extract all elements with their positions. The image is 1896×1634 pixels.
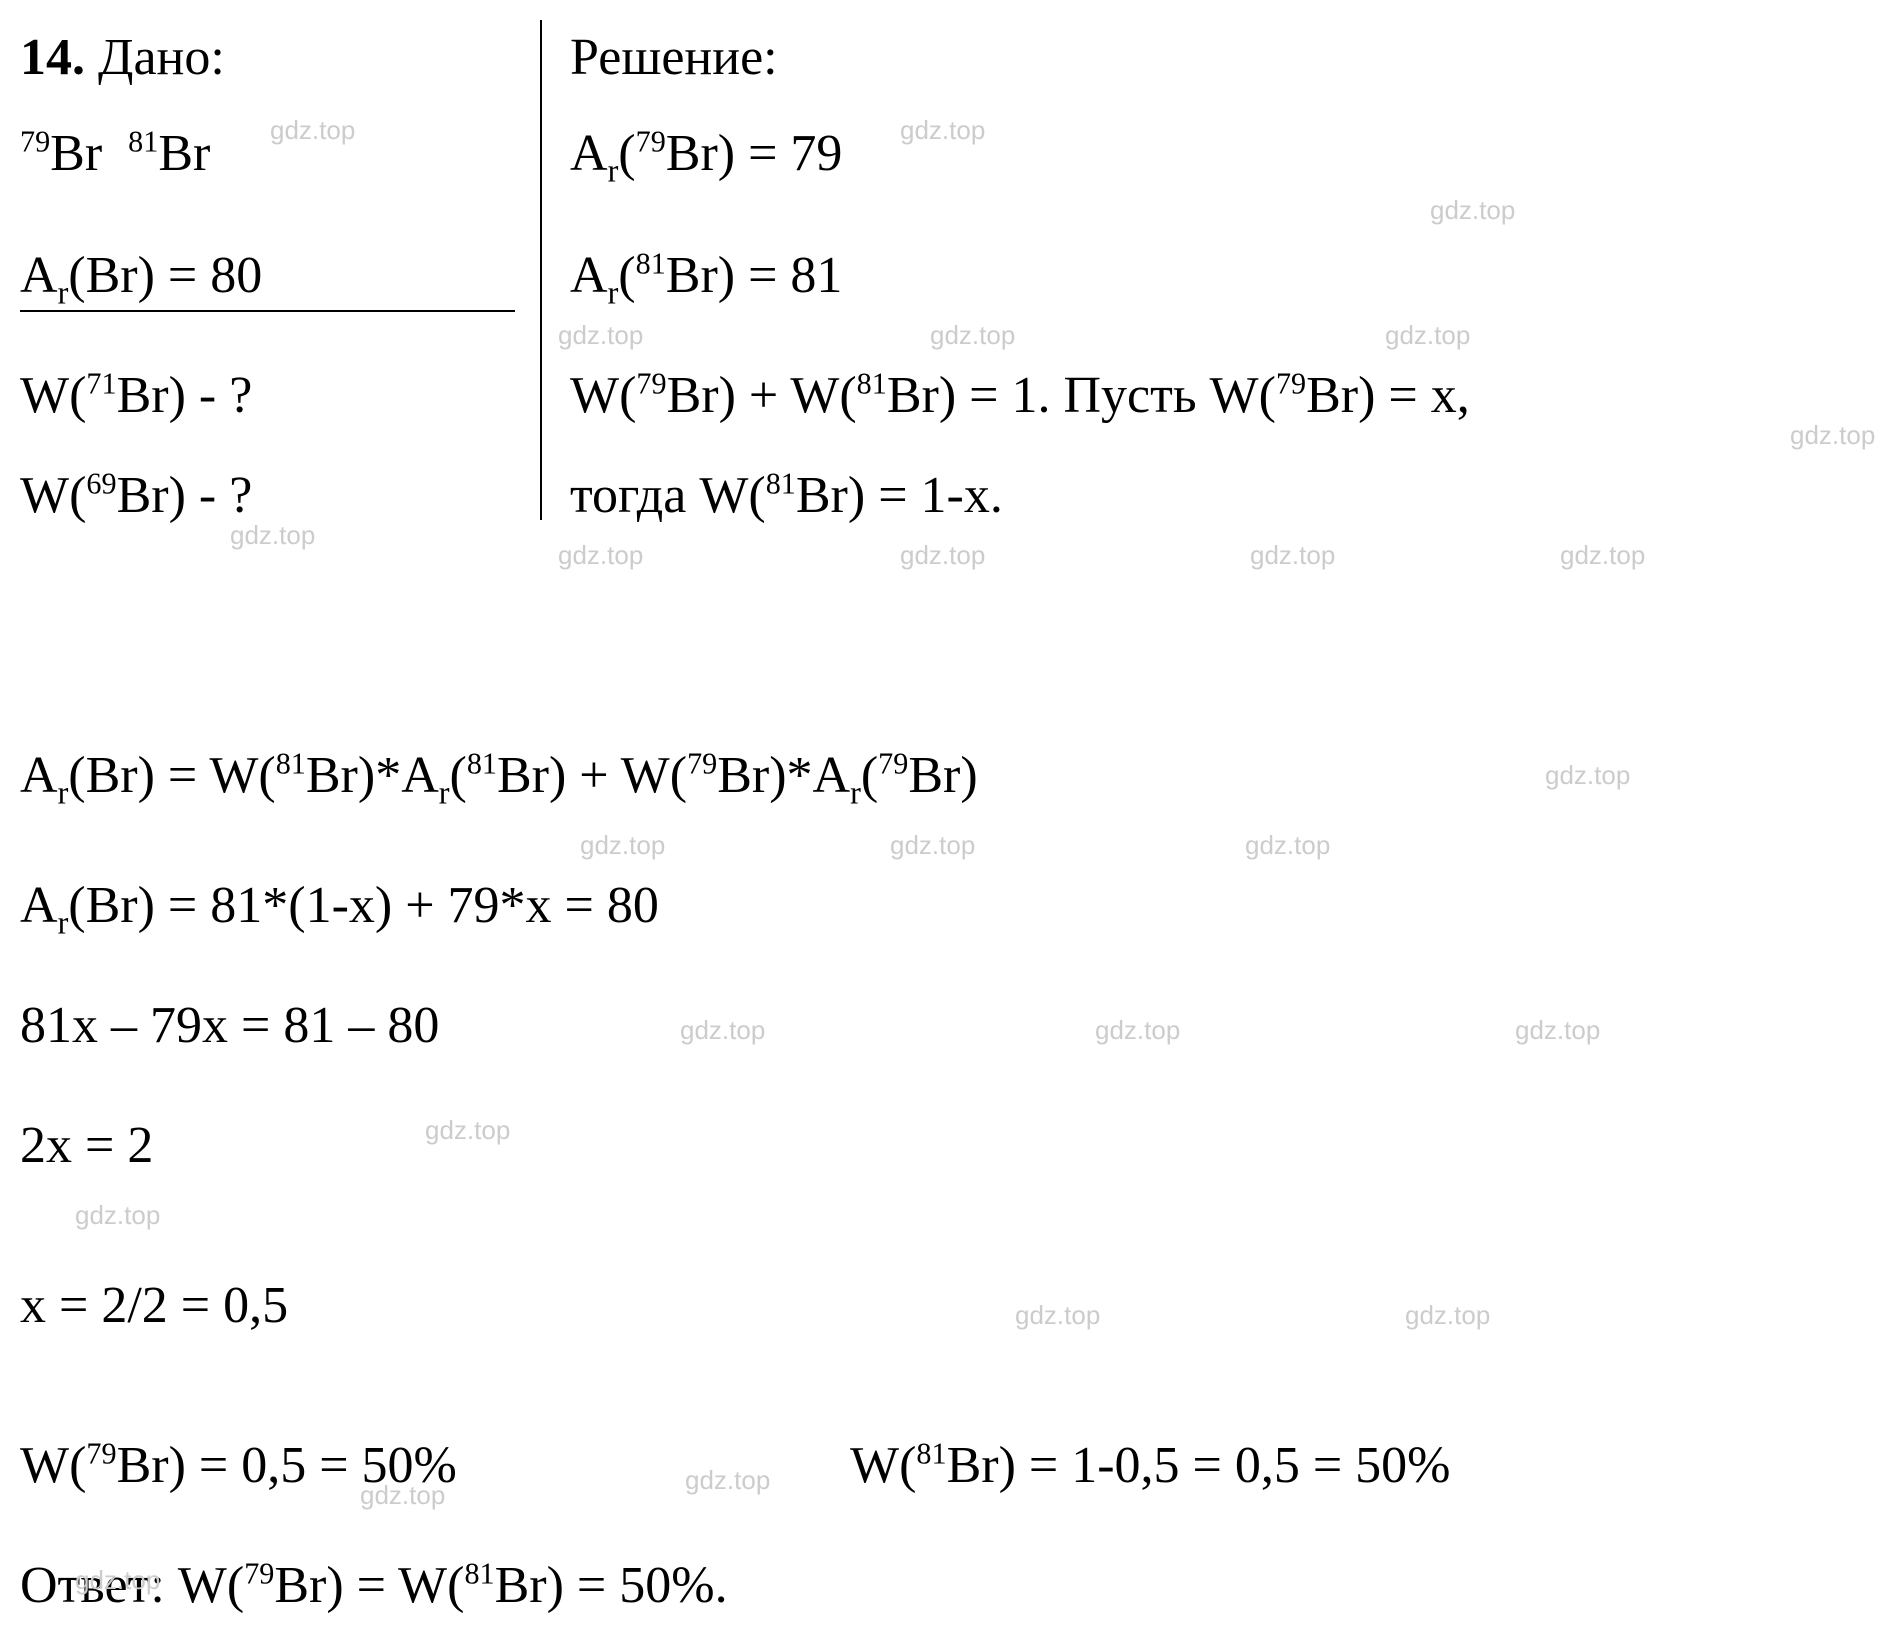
given-divider-line	[20, 310, 515, 312]
derivation-2: Ar(Br) = 81*(1-x) + 79*x = 80	[20, 880, 659, 932]
watermark: gdz.top	[1560, 540, 1645, 571]
result-right: W(81Br) = 1-0,5 = 0,5 = 50%	[850, 1440, 1451, 1492]
watermark: gdz.top	[580, 830, 665, 861]
watermark: gdz.top	[1405, 1300, 1490, 1331]
derivation-1: Ar(Br) = W(81Br)*Ar(81Br) + W(79Br)*Ar(7…	[20, 750, 978, 802]
problem-number-and-given: 14. Дано:	[20, 32, 225, 84]
given-isotopes: 79Br 81Br	[20, 128, 210, 180]
watermark: gdz.top	[558, 320, 643, 351]
given-solution-separator	[540, 20, 542, 520]
watermark: gdz.top	[558, 540, 643, 571]
watermark: gdz.top	[360, 1480, 445, 1511]
watermark: gdz.top	[890, 830, 975, 861]
solution-step-3a: W(79Br) + W(81Br) = 1. Пусть W(79Br) = x…	[570, 370, 1470, 422]
watermark: gdz.top	[425, 1115, 510, 1146]
find-1: W(71Br) - ?	[20, 370, 252, 422]
derivation-5: x = 2/2 = 0,5	[20, 1280, 288, 1332]
derivation-3: 81x – 79x = 81 – 80	[20, 1000, 439, 1052]
solution-step-1: Ar(79Br) = 79	[570, 128, 842, 180]
derivation-4: 2x = 2	[20, 1120, 153, 1172]
watermark: gdz.top	[1245, 830, 1330, 861]
solution-label: Решение:	[570, 32, 778, 84]
watermark: gdz.top	[680, 1015, 765, 1046]
watermark: gdz.top	[1790, 420, 1875, 451]
watermark: gdz.top	[1095, 1015, 1180, 1046]
watermark: gdz.top	[1430, 195, 1515, 226]
watermark: gdz.top	[1250, 540, 1335, 571]
find-2: W(69Br) - ?	[20, 470, 252, 522]
problem-number: 14.	[20, 29, 85, 86]
watermark: gdz.top	[1385, 320, 1470, 351]
watermark: gdz.top	[230, 520, 315, 551]
solution-step-2: Ar(81Br) = 81	[570, 250, 842, 302]
watermark: gdz.top	[270, 115, 355, 146]
watermark: gdz.top	[1015, 1300, 1100, 1331]
watermark: gdz.top	[900, 540, 985, 571]
watermark: gdz.top	[930, 320, 1015, 351]
watermark: gdz.top	[75, 1565, 160, 1596]
watermark: gdz.top	[900, 115, 985, 146]
watermark: gdz.top	[685, 1465, 770, 1496]
watermark: gdz.top	[1515, 1015, 1600, 1046]
watermark: gdz.top	[75, 1200, 160, 1231]
given-ar: Ar(Br) = 80	[20, 250, 262, 302]
solution-step-3b: тогда W(81Br) = 1-x.	[570, 470, 1003, 522]
watermark: gdz.top	[1545, 760, 1630, 791]
given-label: Дано:	[85, 29, 225, 86]
